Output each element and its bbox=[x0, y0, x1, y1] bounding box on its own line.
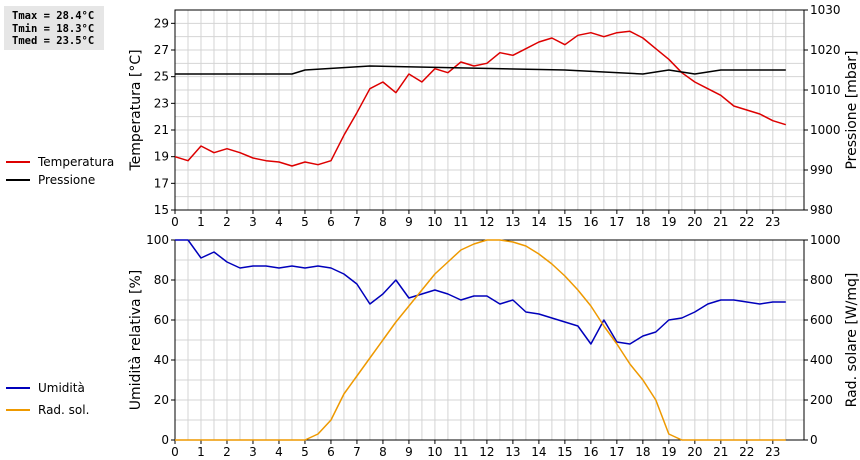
chart-0-xtick-label: 18 bbox=[635, 215, 650, 229]
chart-1-xtick-label: 7 bbox=[353, 445, 361, 459]
chart-1-xtick-label: 12 bbox=[479, 445, 494, 459]
chart-0-ytick-left-label: 19 bbox=[154, 150, 169, 164]
chart-1-xtick-label: 0 bbox=[171, 445, 179, 459]
chart-0-xtick-label: 1 bbox=[197, 215, 205, 229]
chart-1-ytick-right-label: 0 bbox=[810, 433, 818, 447]
chart-0-ytick-left-label: 23 bbox=[154, 96, 169, 110]
chart-1-ytick-right-label: 400 bbox=[810, 353, 833, 367]
chart-1-right-axis-label: Rad. solare [W/mq] bbox=[844, 273, 860, 408]
chart-0-right-axis-label: Pressione [mbar] bbox=[844, 50, 860, 169]
chart-0-xtick-label: 17 bbox=[609, 215, 624, 229]
chart-0-xtick-label: 21 bbox=[713, 215, 728, 229]
chart-1-ytick-left-label: 60 bbox=[154, 313, 169, 327]
chart-1-ytick-left-label: 40 bbox=[154, 353, 169, 367]
stat-tmax: Tmax = 28.4°C bbox=[12, 10, 95, 22]
chart-1-series-rad-sol- bbox=[175, 239, 786, 441]
chart-0-ytick-left-label: 27 bbox=[154, 43, 169, 57]
chart-1-xtick-label: 18 bbox=[635, 445, 650, 459]
chart-0-xtick-label: 6 bbox=[327, 215, 335, 229]
chart-0-ytick-right-label: 1000 bbox=[810, 123, 841, 137]
chart-0-xtick-label: 7 bbox=[353, 215, 361, 229]
chart-0-xtick-label: 12 bbox=[479, 215, 494, 229]
chart-1-xtick-label: 20 bbox=[687, 445, 702, 459]
chart-0-xtick-label: 22 bbox=[739, 215, 754, 229]
chart-0-xtick-label: 3 bbox=[249, 215, 257, 229]
chart-0-xtick-label: 13 bbox=[505, 215, 520, 229]
chart-0-xtick-label: 16 bbox=[583, 215, 598, 229]
chart-1-xtick-label: 11 bbox=[453, 445, 468, 459]
chart-1-ytick-right-label: 200 bbox=[810, 393, 833, 407]
chart-0-ytick-left-label: 15 bbox=[154, 203, 169, 217]
chart-1-xtick-label: 17 bbox=[609, 445, 624, 459]
chart-1-xtick-label: 15 bbox=[557, 445, 572, 459]
chart-1-xtick-label: 5 bbox=[301, 445, 309, 459]
chart-0-ytick-right-label: 990 bbox=[810, 163, 833, 177]
chart-1-xtick-label: 19 bbox=[661, 445, 676, 459]
chart-0-xtick-label: 23 bbox=[765, 215, 780, 229]
chart-0-xtick-label: 19 bbox=[661, 215, 676, 229]
chart-1-ytick-left-label: 100 bbox=[146, 233, 169, 247]
chart-1-ytick-left-label: 20 bbox=[154, 393, 169, 407]
chart-0-ytick-right-label: 1030 bbox=[810, 3, 841, 17]
chart-0-ytick-right-label: 1010 bbox=[810, 83, 841, 97]
stats-box: Tmax = 28.4°C Tmin = 18.3°C Tmed = 23.5°… bbox=[4, 6, 104, 50]
chart-1-xtick-label: 4 bbox=[275, 445, 283, 459]
chart-0-xtick-label: 14 bbox=[531, 215, 546, 229]
chart-1-ytick-left-label: 0 bbox=[161, 433, 169, 447]
chart-0-left-axis-label: Temperatura [°C] bbox=[128, 49, 144, 171]
chart-1-grid bbox=[175, 240, 804, 440]
chart-0-xtick-label: 2 bbox=[223, 215, 231, 229]
chart-1-ytick-right-label: 600 bbox=[810, 313, 833, 327]
chart-0-ytick-left-label: 29 bbox=[154, 16, 169, 30]
chart-0-xtick-label: 8 bbox=[379, 215, 387, 229]
chart-1-xtick-label: 23 bbox=[765, 445, 780, 459]
chart-0-legend-label: Pressione bbox=[38, 173, 95, 187]
stat-tmin: Tmin = 18.3°C bbox=[12, 22, 95, 35]
chart-0-xtick-label: 0 bbox=[171, 215, 179, 229]
chart-0-ytick-left-label: 21 bbox=[154, 123, 169, 137]
chart-0-ytick-left-label: 17 bbox=[154, 176, 169, 190]
chart-0-series-pressione bbox=[175, 65, 786, 75]
chart-0-xtick-label: 4 bbox=[275, 215, 283, 229]
chart-1-xtick-label: 3 bbox=[249, 445, 257, 459]
chart-0-ytick-right-label: 1020 bbox=[810, 43, 841, 57]
chart-0-ytick-left-label: 25 bbox=[154, 70, 169, 84]
chart-1-xtick-label: 21 bbox=[713, 445, 728, 459]
chart-0-ytick-right-label: 980 bbox=[810, 203, 833, 217]
chart-1-xtick-label: 2 bbox=[223, 445, 231, 459]
chart-0-xtick-label: 10 bbox=[427, 215, 442, 229]
chart-1-xtick-label: 13 bbox=[505, 445, 520, 459]
chart-0-xtick-label: 11 bbox=[453, 215, 468, 229]
chart-0-xtick-label: 15 bbox=[557, 215, 572, 229]
chart-1-ytick-right-label: 800 bbox=[810, 273, 833, 287]
chart-1-xtick-label: 10 bbox=[427, 445, 442, 459]
chart-1-legend-label: Umidità bbox=[38, 381, 85, 395]
chart-0-legend-label: Temperatura bbox=[37, 155, 114, 169]
chart-1-xtick-label: 22 bbox=[739, 445, 754, 459]
chart-0-xtick-label: 5 bbox=[301, 215, 309, 229]
chart-1-xtick-label: 8 bbox=[379, 445, 387, 459]
chart-0-frame bbox=[174, 9, 805, 211]
chart-0-xtick-label: 20 bbox=[687, 215, 702, 229]
chart-1-ytick-right-label: 1000 bbox=[810, 233, 841, 247]
chart-1-xtick-label: 6 bbox=[327, 445, 335, 459]
chart-1-series-umidit- bbox=[175, 239, 786, 345]
chart-1-xtick-label: 16 bbox=[583, 445, 598, 459]
chart-1-legend-label: Rad. sol. bbox=[38, 403, 89, 417]
chart-1-xtick-label: 9 bbox=[405, 445, 413, 459]
chart-0-series-temperatura bbox=[174, 30, 787, 167]
stat-tmed: Tmed = 23.5°C bbox=[12, 35, 95, 47]
chart-0-xtick-label: 9 bbox=[405, 215, 413, 229]
chart-1-ytick-left-label: 80 bbox=[154, 273, 169, 287]
chart-1-left-axis-label: Umidità relativa [%] bbox=[128, 270, 144, 411]
chart-1-xtick-label: 1 bbox=[197, 445, 205, 459]
chart-1-xtick-label: 14 bbox=[531, 445, 546, 459]
chart-0-grid bbox=[175, 10, 804, 210]
